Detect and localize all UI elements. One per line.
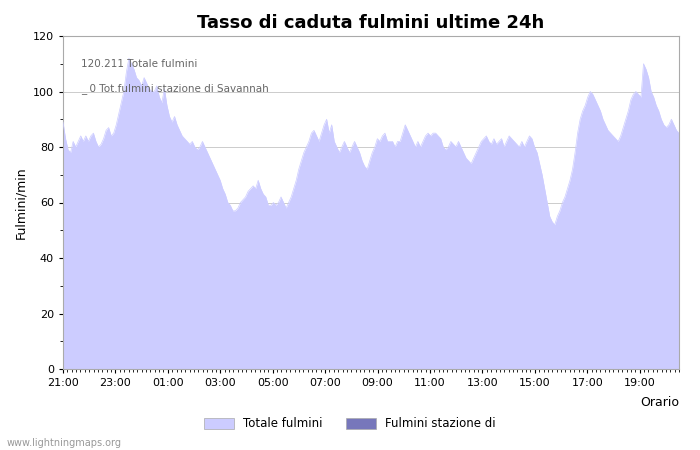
Y-axis label: Fulmini/min: Fulmini/min xyxy=(14,166,27,239)
Text: www.lightningmaps.org: www.lightningmaps.org xyxy=(7,438,122,448)
Text: _ 0 Tot.fulmini stazione di Savannah: _ 0 Tot.fulmini stazione di Savannah xyxy=(81,83,270,94)
Legend: Totale fulmini, Fulmini stazione di: Totale fulmini, Fulmini stazione di xyxy=(199,413,500,435)
Text: Orario: Orario xyxy=(640,396,679,409)
Title: Tasso di caduta fulmini ultime 24h: Tasso di caduta fulmini ultime 24h xyxy=(197,14,545,32)
Text: 120.211 Totale fulmini: 120.211 Totale fulmini xyxy=(81,59,198,69)
